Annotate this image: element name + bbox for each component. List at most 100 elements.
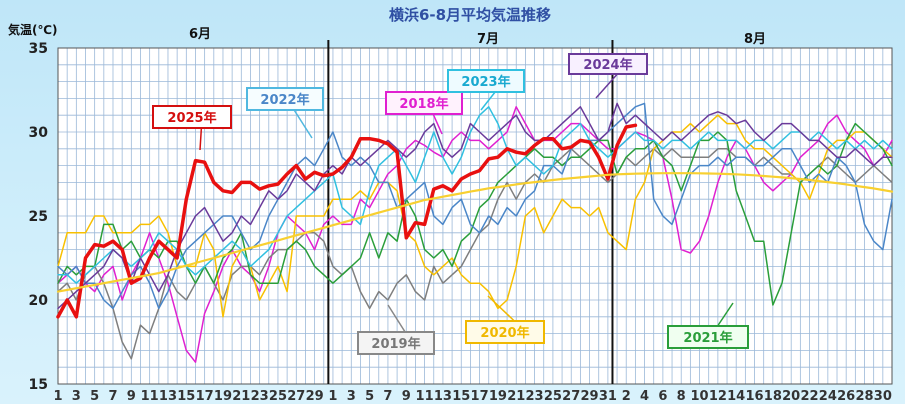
- x-tick-label: 11: [141, 389, 159, 404]
- x-tick-label: 28: [855, 389, 873, 404]
- legend-pointer: [480, 91, 496, 111]
- legend-label-2025: 2025年: [152, 105, 232, 151]
- x-tick-label: 4: [640, 389, 649, 404]
- x-tick-label: 21: [232, 389, 250, 404]
- x-tick-label: 9: [127, 389, 136, 404]
- plot-border: [57, 47, 893, 385]
- x-tick-label: 5: [365, 389, 374, 404]
- legend-label-2024: 2024年: [568, 53, 648, 99]
- x-tick-label: 13: [159, 389, 177, 404]
- legend-box: [385, 91, 463, 115]
- legend-text: 2021年: [683, 330, 732, 346]
- legend-label-2022: 2022年: [246, 87, 324, 139]
- x-tick-label: 10: [690, 389, 708, 404]
- x-tick-label: 19: [489, 389, 507, 404]
- legend-text: 2024年: [583, 57, 632, 73]
- y-tick-label: 20: [29, 293, 49, 309]
- legend-text: 2022年: [260, 92, 309, 108]
- x-tick-label: 18: [764, 389, 782, 404]
- legend-pointer: [293, 109, 313, 139]
- x-tick-label: 17: [196, 389, 214, 404]
- legend-pointer: [387, 304, 406, 333]
- y-tick-label: 15: [29, 377, 48, 393]
- y-tick-label: 30: [29, 125, 49, 141]
- x-tick-label: 31: [599, 389, 617, 404]
- y-tick-label: 25: [29, 209, 48, 225]
- legend-pointer: [487, 295, 515, 322]
- series-line-2021: [57, 122, 893, 306]
- series-line-2025: [56, 123, 638, 319]
- legend-text: 2023年: [461, 74, 510, 90]
- legend-pointer: [716, 302, 734, 327]
- x-tick-label: 11: [416, 389, 434, 404]
- x-tick-label: 19: [214, 389, 232, 404]
- legend-box: [667, 325, 749, 349]
- chart-title: 横浜6-8月平均気温推移: [389, 6, 551, 24]
- legend-pointer: [595, 73, 618, 99]
- x-tick-label: 3: [347, 389, 356, 404]
- legend-box: [246, 87, 324, 111]
- x-tick-label: 14: [727, 389, 745, 404]
- x-tick-label: 30: [874, 389, 892, 404]
- axis-ticks: 1 3 5 7 9 11 13 15 17 19 21 23 25 27 29 1 3 5 7 9 11 13 15 17 19…: [29, 41, 892, 404]
- x-tick-label: 27: [287, 389, 305, 404]
- legend-label-2019: 2019年: [357, 304, 435, 355]
- x-tick-label: 3: [72, 389, 81, 404]
- legend-text: 2025年: [167, 110, 216, 126]
- series-line-2022: [57, 102, 893, 310]
- x-tick-label: 12: [709, 389, 727, 404]
- month-label-june: 6月: [189, 27, 211, 42]
- legend-box: [465, 320, 545, 344]
- series-line-2018: [57, 106, 893, 363]
- series-line-2023: [57, 106, 893, 284]
- x-tick-label: 7: [383, 389, 392, 404]
- x-tick-label: 13: [434, 389, 452, 404]
- legend-box: [447, 69, 525, 93]
- legend-text: 2018年: [399, 96, 448, 112]
- x-tick-label: 7: [108, 389, 117, 404]
- x-tick-label: 2: [622, 389, 631, 404]
- x-tick-label: 23: [526, 389, 544, 404]
- x-tick-label: 24: [819, 389, 837, 404]
- series-line-2024: [57, 102, 893, 310]
- legend-label-2021: 2021年: [667, 302, 749, 349]
- x-tick-label: 25: [544, 389, 562, 404]
- legend-pointer: [199, 127, 203, 151]
- y-axis-label: 気温(℃): [8, 22, 58, 37]
- x-tick-label: 8: [677, 389, 686, 404]
- x-tick-label: 25: [269, 389, 287, 404]
- legend-box: [152, 105, 232, 129]
- x-tick-label: 29: [581, 389, 599, 404]
- y-tick-label: 35: [29, 41, 48, 57]
- x-tick-label: 6: [658, 389, 667, 404]
- legend-box: [357, 331, 435, 355]
- legend-text: 2020年: [480, 325, 529, 341]
- legend-label-2023: 2023年: [447, 69, 525, 111]
- x-tick-label: 15: [177, 389, 195, 404]
- legend-label-2018: 2018年: [385, 91, 463, 135]
- month-label-august: 8月: [744, 32, 766, 47]
- legend-label-2020: 2020年: [465, 295, 545, 344]
- legend-text: 2019年: [371, 336, 420, 352]
- x-tick-label: 26: [837, 389, 855, 404]
- x-tick-label: 15: [452, 389, 470, 404]
- series-legend-labels: 2025年 2022年 2018年 2023年 2024年 2019年 2020年 2021年: [152, 53, 749, 355]
- x-tick-label: 17: [471, 389, 489, 404]
- x-tick-label: 27: [562, 389, 580, 404]
- x-tick-label: 23: [251, 389, 269, 404]
- series-lines: [56, 102, 894, 363]
- x-tick-label: 16: [745, 389, 763, 404]
- x-tick-label: 1: [53, 389, 62, 404]
- month-label-july: 7月: [477, 32, 499, 47]
- x-tick-label: 29: [306, 389, 324, 404]
- series-line-2020: [57, 114, 893, 318]
- x-tick-label: 1: [328, 389, 337, 404]
- x-tick-label: 22: [800, 389, 818, 404]
- series-line-normal: [56, 172, 894, 293]
- legend-box: [568, 53, 648, 75]
- x-tick-label: 21: [507, 389, 525, 404]
- x-tick-label: 20: [782, 389, 800, 404]
- x-tick-label: 5: [90, 389, 99, 404]
- x-tick-label: 9: [402, 389, 411, 404]
